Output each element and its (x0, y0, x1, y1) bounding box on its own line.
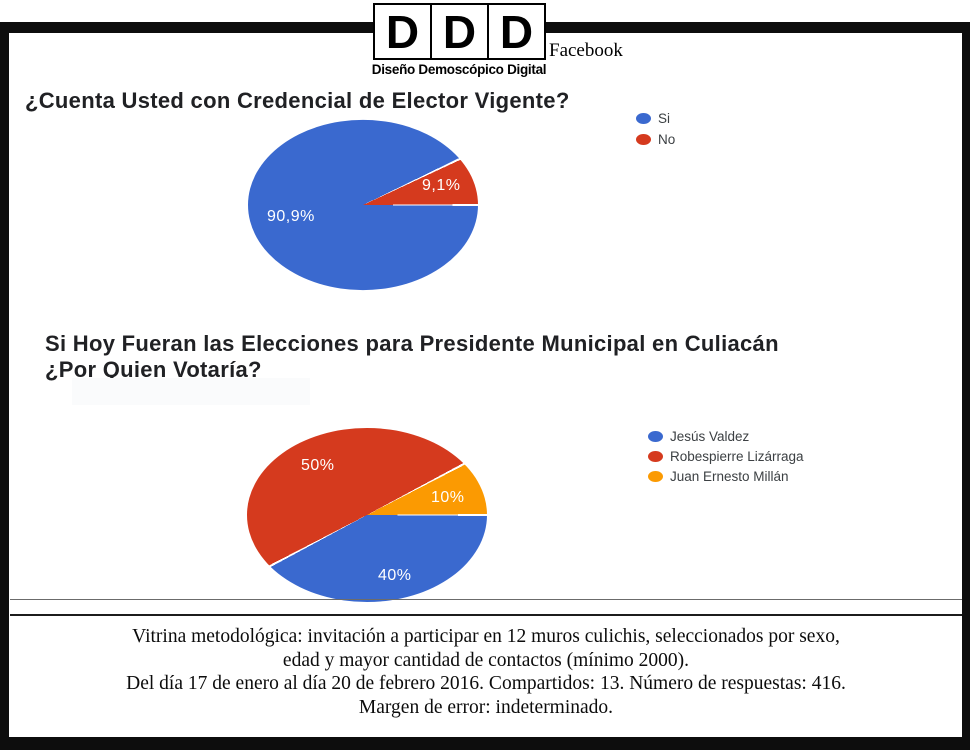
frame-top-bar-right (546, 22, 970, 33)
legend-item-robespierre: Robespierre Lizárraga (648, 449, 804, 464)
pie-chart-candidatos (247, 428, 487, 602)
logo-letter-d-2: D (430, 5, 487, 58)
ddd-logo: D D D (373, 3, 546, 60)
legend-dot-millan (648, 471, 663, 482)
legend-label-millan: Juan Ernesto Millán (670, 469, 789, 484)
logo-letter-d-3: D (487, 5, 544, 58)
separator-line-thick (10, 614, 962, 616)
methodology-line-4: Margen de error: indeterminado. (358, 696, 614, 718)
legend-item-no: No (636, 132, 675, 147)
frame-right-border (962, 33, 970, 750)
legend-label-no: No (658, 132, 676, 147)
methodology-note: Vitrina metodológica: invitación a parti… (10, 625, 962, 719)
legend-item-valdez: Jesús Valdez (648, 429, 804, 444)
pie2-label-robespierre: 50% (301, 457, 335, 474)
pie2-label-valdez: 40% (378, 567, 412, 584)
pie1-label-no: 9,1% (422, 177, 461, 194)
legend-candidatos: Jesús Valdez Robespierre Lizárraga Juan … (648, 429, 804, 484)
legend-label-si: Si (658, 111, 671, 126)
question1-title: ¿Cuenta Usted con Credencial de Elector … (25, 88, 570, 113)
logo-caption: Diseño Demoscópico Digital (371, 62, 547, 77)
frame-top-bar-left (0, 22, 373, 33)
legend-item-si: Si (636, 111, 675, 126)
legend-dot-si (636, 113, 651, 124)
pie-chart-credencial (248, 119, 478, 291)
methodology-line-1: Vitrina metodológica: invitación a parti… (132, 626, 840, 647)
separator-line-thin (10, 599, 962, 600)
methodology-line-3: Del día 17 de enero al día 20 de febrero… (126, 673, 846, 694)
methodology-line-2: edad y mayor cantidad de contactos (míni… (282, 649, 690, 671)
legend-dot-robespierre (648, 451, 663, 462)
facebook-label: Facebook (549, 40, 623, 61)
legend-label-robespierre: Robespierre Lizárraga (670, 449, 804, 464)
legend-credencial: Si No (636, 111, 675, 147)
legend-dot-no (636, 134, 651, 145)
question2-title: Si Hoy Fueran las Elecciones para Presid… (45, 331, 779, 382)
legend-item-millan: Juan Ernesto Millán (648, 469, 804, 484)
frame-left-border (0, 22, 9, 750)
legend-label-valdez: Jesús Valdez (670, 429, 750, 444)
frame-bottom-bar (0, 737, 970, 750)
pie1-label-si: 90,9% (267, 208, 315, 225)
highlight-artifact (72, 378, 310, 405)
legend-dot-valdez (648, 431, 663, 442)
logo-letter-d-1: D (385, 5, 420, 58)
pie2-label-millan: 10% (431, 489, 465, 506)
